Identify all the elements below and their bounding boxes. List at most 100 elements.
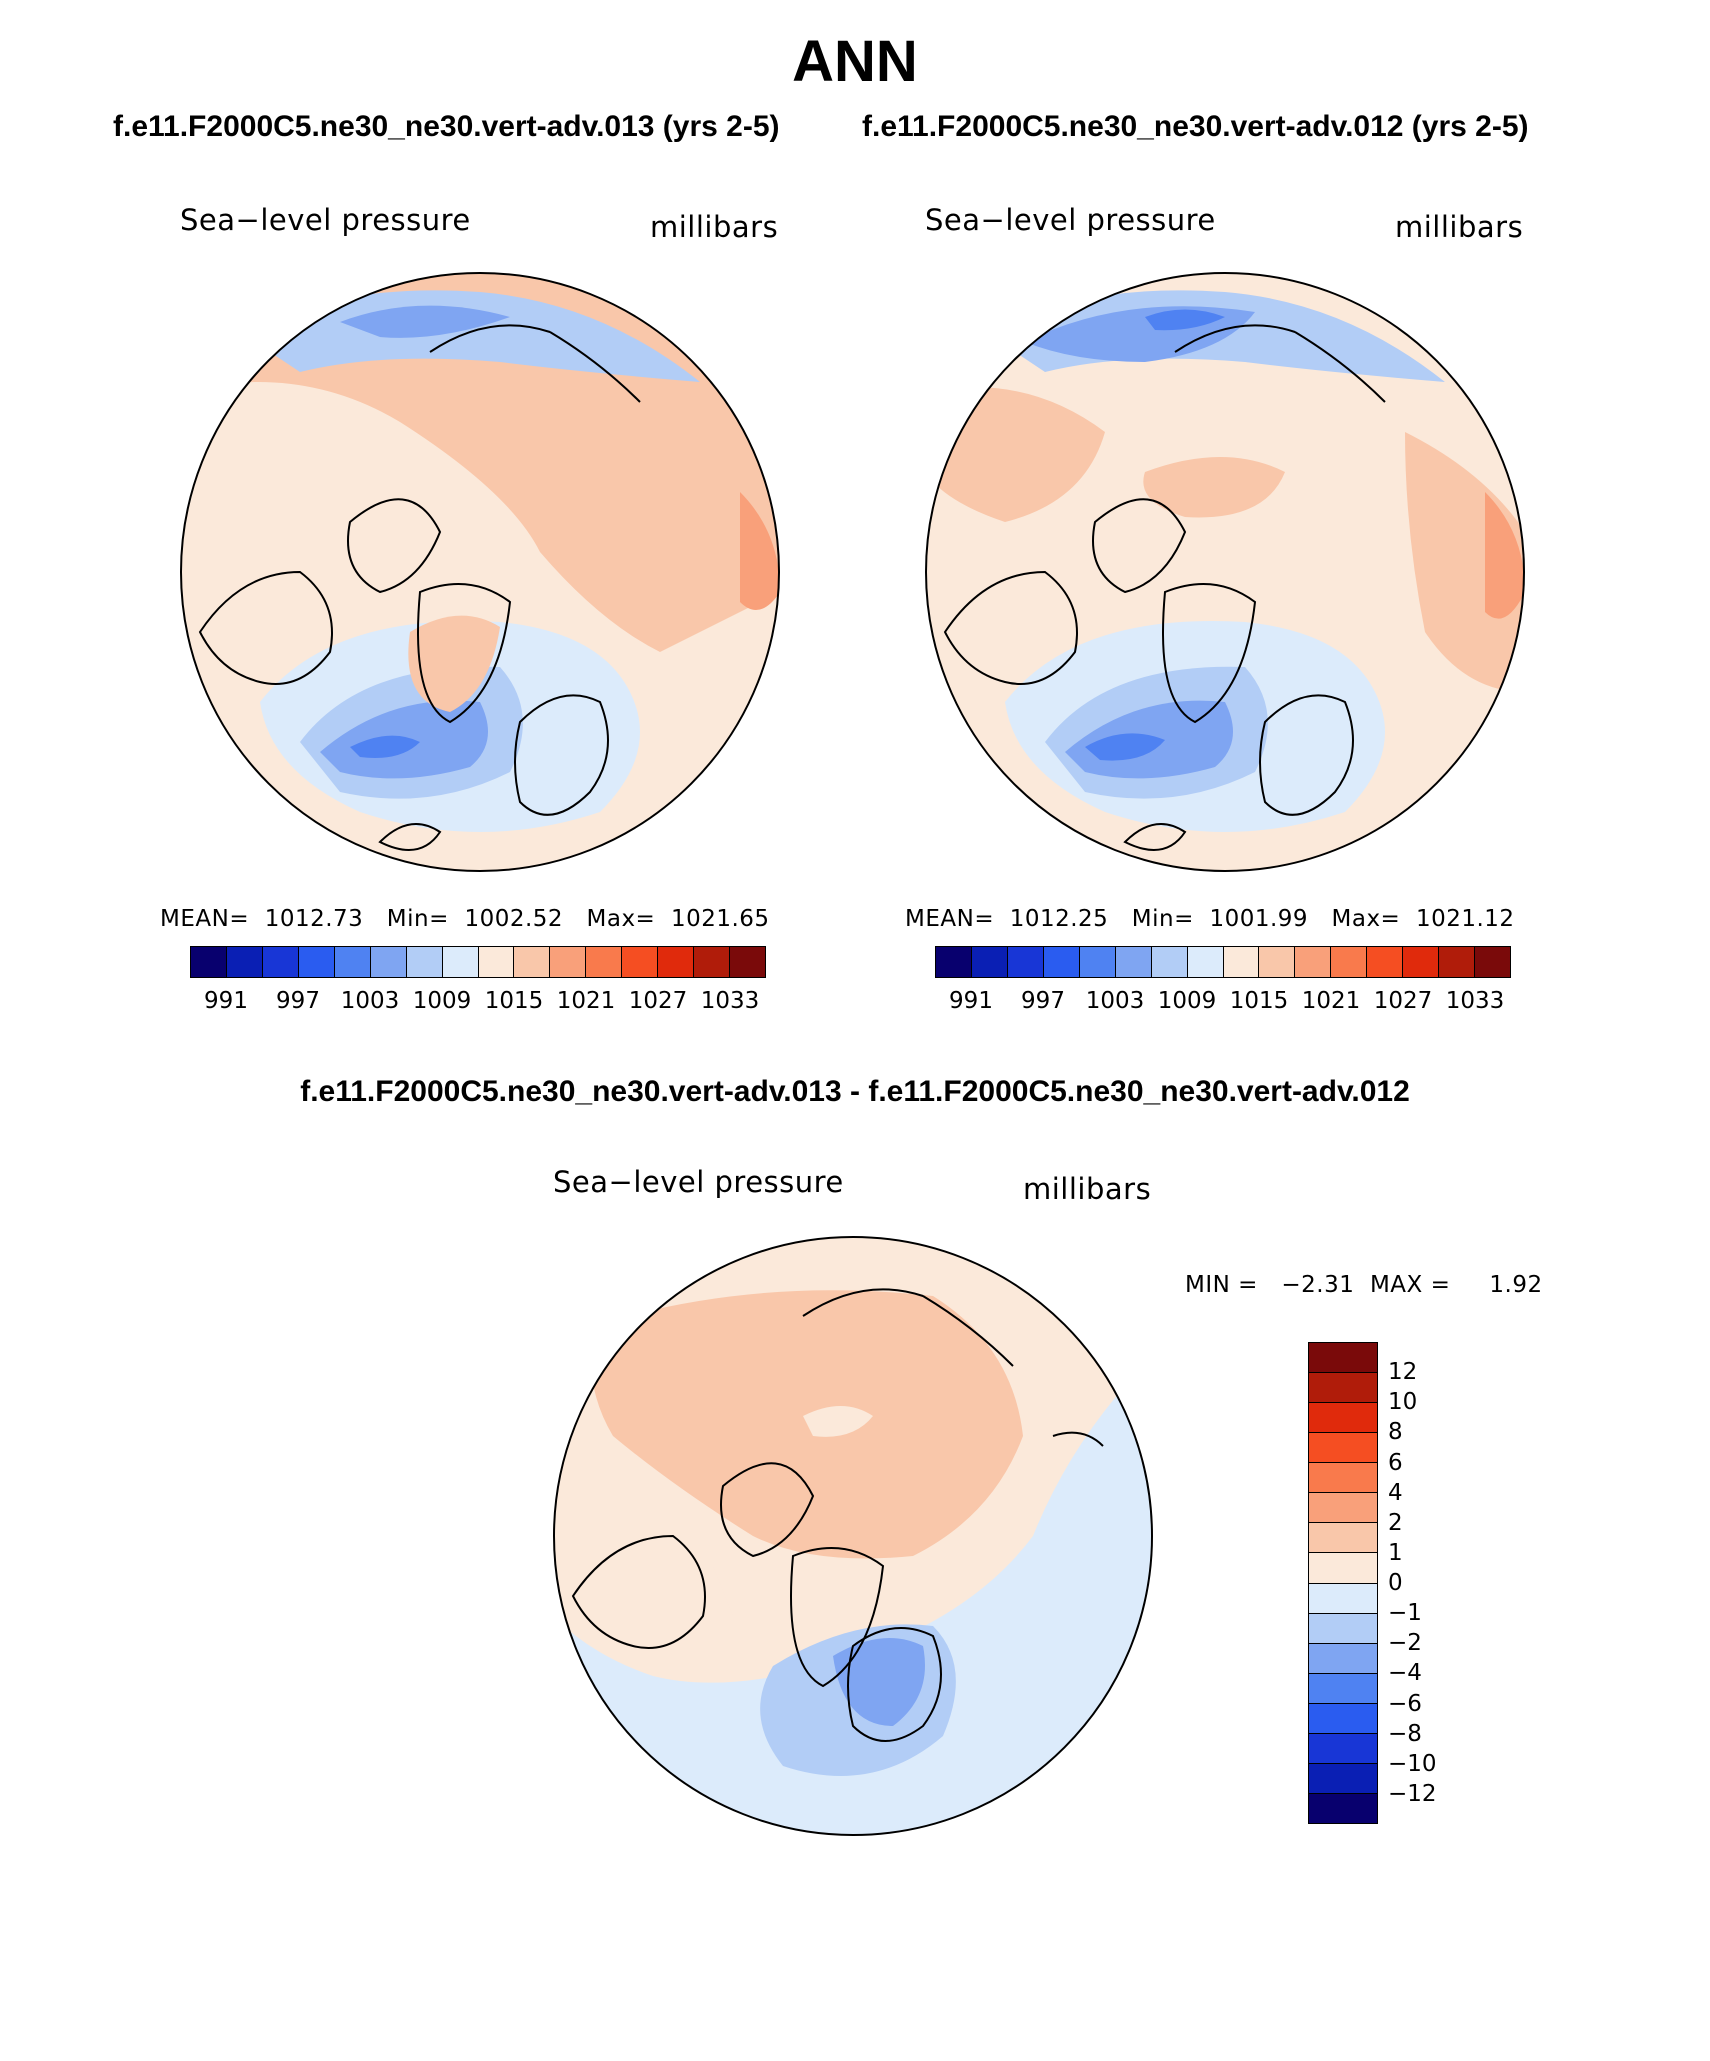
left-case-title: f.e11.F2000C5.ne30_ne30.vert-adv.013 (yr… — [113, 110, 780, 143]
colorbar-swatch — [1151, 947, 1188, 977]
panel1-colorbar-ticks: 991 997 1003 1009 1015 1021 1027 1033 — [190, 988, 766, 1018]
colorbar-tick-label: 1021 — [1301, 988, 1361, 1014]
panel1-polar-map — [180, 272, 780, 872]
colorbar-swatch — [550, 947, 587, 977]
colorbar-tick-label: 1015 — [1229, 988, 1289, 1014]
panel3-stats: MIN = −2.31 MAX = 1.92 — [1185, 1272, 1543, 1298]
panel3-colorbar-ticks: 12 10 8 6 4 2 1 0 −1 −2 −4 −6 −8 −10 −12 — [1388, 1342, 1468, 1824]
colorbar-swatch — [478, 947, 515, 977]
colorbar-swatch — [936, 947, 972, 977]
colorbar-swatch — [1309, 1463, 1377, 1494]
panel2-colorbar-ticks: 991 997 1003 1009 1015 1021 1027 1033 — [935, 988, 1511, 1018]
colorbar-swatch — [1309, 1673, 1377, 1704]
colorbar-swatch — [1187, 947, 1224, 977]
colorbar-tick-label: −1 — [1388, 1600, 1422, 1627]
colorbar-swatch — [1309, 1523, 1377, 1554]
colorbar-swatch — [622, 947, 659, 977]
colorbar-swatch — [1309, 1493, 1377, 1524]
difference-title: f.e11.F2000C5.ne30_ne30.vert-adv.013 - f… — [300, 1075, 1410, 1108]
colorbar-swatch — [1367, 947, 1404, 977]
colorbar-tick-label: 1015 — [484, 988, 544, 1014]
panel1-colorbar — [190, 946, 766, 978]
colorbar-tick-label: 1021 — [556, 988, 616, 1014]
colorbar-tick-label: −8 — [1388, 1720, 1422, 1747]
colorbar-tick-label: 991 — [949, 988, 993, 1014]
colorbar-swatch — [191, 947, 227, 977]
colorbar-swatch — [1309, 1643, 1377, 1674]
colorbar-swatch — [1043, 947, 1080, 977]
colorbar-tick-label: 1033 — [700, 988, 760, 1014]
page-title: ANN — [792, 29, 918, 94]
colorbar-swatch — [442, 947, 479, 977]
colorbar-tick-label: 997 — [1021, 988, 1065, 1014]
colorbar-tick-label: 1003 — [340, 988, 400, 1014]
panel2-colorbar — [935, 946, 1511, 978]
colorbar-swatch — [1309, 1733, 1377, 1764]
colorbar-swatch — [1223, 947, 1260, 977]
colorbar-tick-label: −12 — [1388, 1780, 1437, 1807]
colorbar-tick-label: −6 — [1388, 1690, 1422, 1717]
colorbar-tick-label: 1 — [1388, 1539, 1403, 1566]
colorbar-swatch — [334, 947, 371, 977]
colorbar-tick-label: −10 — [1388, 1750, 1437, 1777]
colorbar-tick-label: 6 — [1388, 1449, 1403, 1476]
colorbar-swatch — [406, 947, 443, 977]
colorbar-tick-label: 8 — [1388, 1419, 1403, 1446]
panel3-polar-map — [553, 1236, 1153, 1836]
colorbar-swatch — [1115, 947, 1152, 977]
colorbar-tick-label: −2 — [1388, 1630, 1422, 1657]
panel3-colorbar — [1308, 1342, 1378, 1824]
colorbar-swatch — [586, 947, 623, 977]
colorbar-swatch — [1295, 947, 1332, 977]
colorbar-tick-label: 12 — [1388, 1359, 1418, 1386]
colorbar-swatch — [370, 947, 407, 977]
colorbar-tick-label: 10 — [1388, 1389, 1418, 1416]
panel1-variable-label: Sea−level pressure — [180, 203, 471, 237]
panel1-stats: MEAN= 1012.73 Min= 1002.52 Max= 1021.65 — [160, 906, 770, 932]
colorbar-swatch — [1079, 947, 1116, 977]
colorbar-swatch — [1331, 947, 1368, 977]
colorbar-swatch — [226, 947, 263, 977]
colorbar-swatch — [730, 947, 765, 977]
colorbar-tick-label: 4 — [1388, 1479, 1403, 1506]
colorbar-swatch — [658, 947, 695, 977]
colorbar-swatch — [971, 947, 1008, 977]
panel3-variable-label: Sea−level pressure — [553, 1165, 844, 1199]
colorbar-swatch — [1309, 1703, 1377, 1734]
panel2-stats: MEAN= 1012.25 Min= 1001.99 Max= 1021.12 — [905, 906, 1515, 932]
colorbar-tick-label: 997 — [276, 988, 320, 1014]
colorbar-tick-label: 1033 — [1445, 988, 1505, 1014]
panel2-polar-map — [925, 272, 1525, 872]
colorbar-swatch — [694, 947, 731, 977]
colorbar-swatch — [1309, 1433, 1377, 1464]
colorbar-swatch — [1309, 1583, 1377, 1614]
colorbar-tick-label: −4 — [1388, 1660, 1422, 1687]
colorbar-swatch — [1309, 1793, 1377, 1823]
colorbar-swatch — [1403, 947, 1440, 977]
colorbar-swatch — [1007, 947, 1044, 977]
panel3-units-label: millibars — [1023, 1172, 1152, 1206]
colorbar-swatch — [1309, 1343, 1377, 1374]
colorbar-tick-label: 1027 — [1373, 988, 1433, 1014]
colorbar-swatch — [1439, 947, 1476, 977]
colorbar-swatch — [1259, 947, 1296, 977]
right-case-title: f.e11.F2000C5.ne30_ne30.vert-adv.012 (yr… — [862, 110, 1529, 143]
colorbar-swatch — [514, 947, 551, 977]
colorbar-tick-label: 991 — [204, 988, 248, 1014]
panel2-units-label: millibars — [1395, 210, 1524, 244]
colorbar-tick-label: 1009 — [412, 988, 472, 1014]
colorbar-tick-label: 1003 — [1085, 988, 1145, 1014]
colorbar-swatch — [298, 947, 335, 977]
colorbar-tick-label: 0 — [1388, 1570, 1403, 1596]
colorbar-swatch — [262, 947, 299, 977]
colorbar-swatch — [1309, 1763, 1377, 1794]
panel1-units-label: millibars — [650, 210, 779, 244]
colorbar-swatch — [1309, 1613, 1377, 1644]
colorbar-swatch — [1309, 1553, 1377, 1584]
colorbar-swatch — [1309, 1403, 1377, 1434]
panel2-variable-label: Sea−level pressure — [925, 203, 1216, 237]
colorbar-swatch — [1309, 1373, 1377, 1404]
colorbar-swatch — [1475, 947, 1510, 977]
colorbar-tick-label: 2 — [1388, 1509, 1403, 1536]
colorbar-tick-label: 1027 — [628, 988, 688, 1014]
